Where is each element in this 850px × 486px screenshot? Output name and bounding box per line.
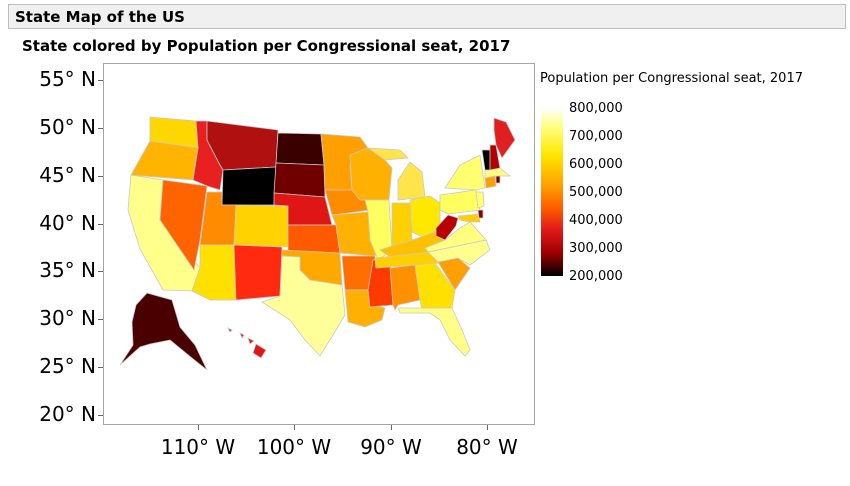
state-oregon[interactable] <box>130 140 199 181</box>
state-maryland[interactable] <box>457 213 481 223</box>
state-maine[interactable] <box>493 117 516 159</box>
y-tick-label: 25° N <box>39 354 96 378</box>
state-new-hampshire[interactable] <box>489 144 501 171</box>
y-tick-mark <box>98 80 103 81</box>
state-florida[interactable] <box>397 307 471 357</box>
x-tick-label: 100° W <box>256 435 332 459</box>
x-tick-label: 90° W <box>360 435 422 459</box>
y-tick-label: 35° N <box>39 258 96 282</box>
state-north-dakota[interactable] <box>275 132 325 166</box>
x-tick-mark <box>487 425 488 430</box>
state-alabama[interactable] <box>389 264 421 311</box>
y-tick-label: 30° N <box>39 306 96 330</box>
legend-label: 500,000 <box>569 185 623 200</box>
legend-label: 400,000 <box>569 213 623 228</box>
state-michigan[interactable] <box>366 147 426 201</box>
y-tick-label: 45° N <box>39 163 96 187</box>
legend-label: 800,000 <box>569 101 623 116</box>
legend-label: 600,000 <box>569 157 623 172</box>
y-tick-mark <box>98 367 103 368</box>
x-tick-mark <box>198 425 199 430</box>
state-pennsylvania[interactable] <box>439 189 481 215</box>
state-vermont[interactable] <box>481 149 491 171</box>
state-wyoming[interactable] <box>221 166 277 206</box>
y-tick-mark <box>98 176 103 177</box>
y-tick-label: 50° N <box>39 115 96 139</box>
state-hawaii[interactable] <box>227 327 267 359</box>
state-rhode-island[interactable] <box>495 175 501 184</box>
y-tick-label: 55° N <box>39 67 96 91</box>
report-title: State Map of the US <box>15 8 185 26</box>
state-new-jersey[interactable] <box>475 191 485 209</box>
state-arizona[interactable] <box>191 244 237 301</box>
y-tick-mark <box>98 224 103 225</box>
legend-label: 200,000 <box>569 269 623 284</box>
state-texas[interactable] <box>261 255 346 357</box>
state-indiana[interactable] <box>391 202 413 247</box>
legend-color-scale <box>541 108 563 276</box>
y-tick-label: 40° N <box>39 211 96 235</box>
state-new-mexico[interactable] <box>233 244 283 301</box>
x-tick-mark <box>294 425 295 430</box>
legend-label: 300,000 <box>569 241 623 256</box>
y-tick-mark <box>98 319 103 320</box>
state-alaska[interactable] <box>119 292 208 371</box>
y-tick-mark <box>98 415 103 416</box>
report-header[interactable]: State Map of the US <box>8 4 846 29</box>
y-tick-mark <box>98 271 103 272</box>
state-delaware[interactable] <box>477 209 484 219</box>
legend-label: 700,000 <box>569 129 623 144</box>
x-tick-mark <box>391 425 392 430</box>
y-tick-mark <box>98 128 103 129</box>
state-new-york[interactable] <box>444 154 486 191</box>
state-kansas[interactable] <box>287 224 341 254</box>
state-west-virginia[interactable] <box>435 214 459 241</box>
legend-title: Population per Congressional seat, 2017 <box>540 71 803 86</box>
chart-title: State colored by Population per Congress… <box>22 37 511 55</box>
state-nevada[interactable] <box>159 179 208 272</box>
state-colorado[interactable] <box>233 204 289 248</box>
y-tick-label: 20° N <box>39 402 96 426</box>
x-tick-label: 110° W <box>160 435 236 459</box>
x-tick-label: 80° W <box>456 435 518 459</box>
state-south-dakota[interactable] <box>273 162 326 198</box>
